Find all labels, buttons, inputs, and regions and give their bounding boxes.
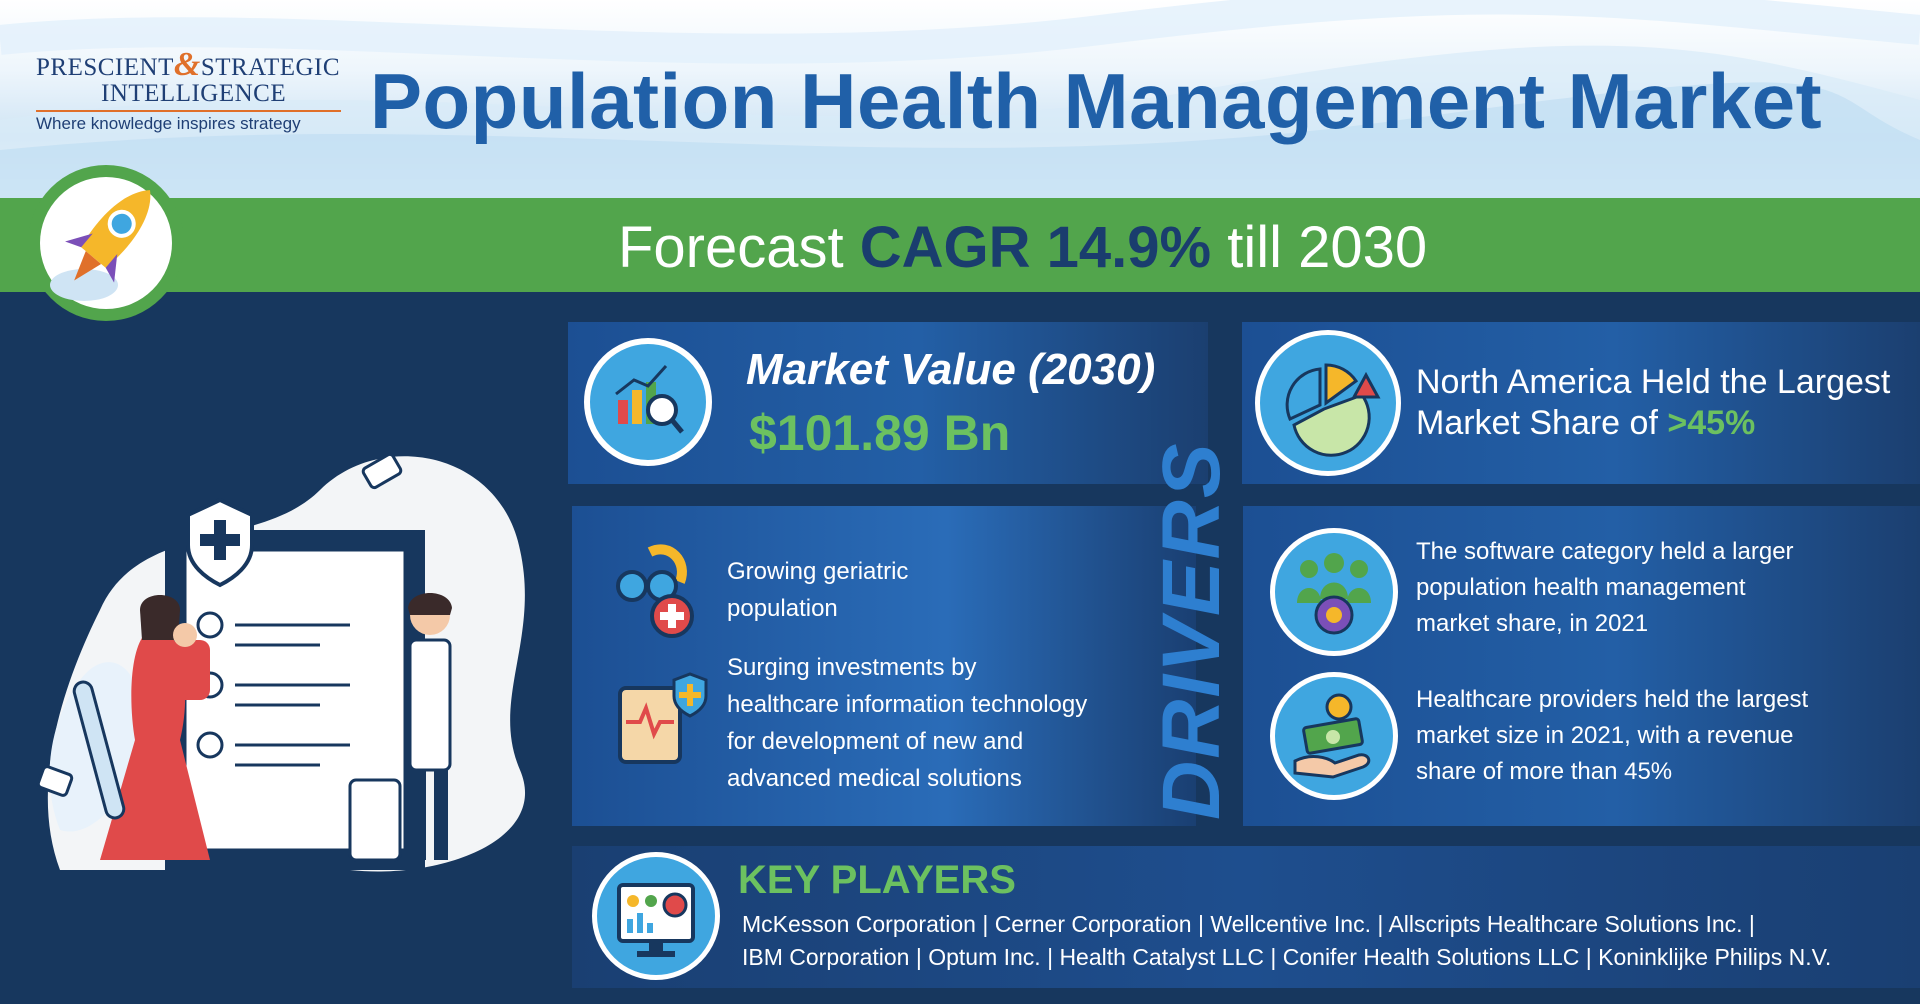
- page-title: Population Health Management Market: [370, 57, 1823, 145]
- forecast-cagr: CAGR 14.9%: [859, 215, 1212, 280]
- logo-word-prescient: PRESCIENT: [36, 54, 174, 81]
- forecast-text: Forecast CAGR 14.9% till 2030: [618, 214, 1427, 281]
- rocket-icon: [28, 165, 184, 321]
- money-hand-icon: [1270, 672, 1398, 800]
- key-players-card: [572, 846, 1920, 988]
- forecast-suffix: till 2030: [1227, 215, 1428, 280]
- driver-item-2: Surging investments by healthcare inform…: [727, 649, 1087, 797]
- region-text: North America Held the Largest Market Sh…: [1416, 362, 1890, 444]
- insight-1-line-3: market share, in 2021: [1416, 610, 1649, 637]
- driver-item-1: Growing geriatric population: [727, 553, 908, 627]
- insight-item-2: Healthcare providers held the largest ma…: [1416, 682, 1808, 790]
- insight-item-1: The software category held a larger popu…: [1416, 534, 1794, 642]
- logo-ampersand: &: [173, 46, 201, 83]
- key-players-line-1: McKesson Corporation | Cerner Corporatio…: [742, 911, 1755, 937]
- chart-analysis-icon: [584, 338, 712, 466]
- driver-2-line-1: Surging investments by: [727, 654, 977, 681]
- healthcare-illustration: [36, 452, 526, 872]
- geriatric-icon: [616, 544, 694, 638]
- driver-1-line-1: Growing geriatric: [727, 558, 909, 585]
- header: PRESCIENT&STRATEGIC INTELLIGENCE Where k…: [0, 0, 1920, 198]
- region-share-value: >45%: [1667, 404, 1756, 442]
- health-it-icon: [618, 672, 708, 764]
- region-line-2: Market Share of: [1416, 404, 1658, 442]
- insight-1-line-1: The software category held a larger: [1416, 538, 1794, 565]
- insight-2-line-1: Healthcare providers held the largest: [1416, 686, 1809, 713]
- dashboard-icon: [592, 852, 720, 980]
- market-value-label: Market Value (2030): [746, 345, 1156, 394]
- driver-2-line-3: for development of new and: [727, 728, 1024, 755]
- logo-tagline: Where knowledge inspires strategy: [36, 114, 301, 133]
- driver-1-line-2: population: [727, 595, 838, 622]
- key-players-line-2: IBM Corporation | Optum Inc. | Health Ca…: [742, 944, 1832, 970]
- driver-2-line-4: advanced medical solutions: [727, 765, 1022, 792]
- pie-chart-icon: [1255, 330, 1401, 476]
- people-gear-icon: [1270, 528, 1398, 656]
- drivers-heading: DRIVERS: [1146, 441, 1237, 820]
- key-players-heading: KEY PLAYERS: [738, 858, 1016, 902]
- forecast-band: Forecast CAGR 14.9% till 2030: [0, 198, 1920, 292]
- logo-divider: [36, 110, 341, 112]
- region-line-1: North America Held the Largest: [1416, 363, 1891, 401]
- logo-word-strategic: STRATEGIC: [200, 54, 341, 81]
- forecast-prefix: Forecast: [618, 215, 844, 280]
- header-waves: [0, 0, 1920, 198]
- logo-word-intelligence: INTELLIGENCE: [101, 80, 287, 107]
- market-value-amount: $101.89 Bn: [749, 405, 1011, 461]
- company-logo: PRESCIENT&STRATEGIC INTELLIGENCE Where k…: [36, 46, 346, 134]
- driver-2-line-2: healthcare information technology: [727, 691, 1088, 718]
- insight-2-line-2: market size in 2021, with a revenue: [1416, 722, 1794, 749]
- insight-2-line-3: share of more than 45%: [1416, 758, 1673, 785]
- insight-1-line-2: population health management: [1416, 574, 1746, 601]
